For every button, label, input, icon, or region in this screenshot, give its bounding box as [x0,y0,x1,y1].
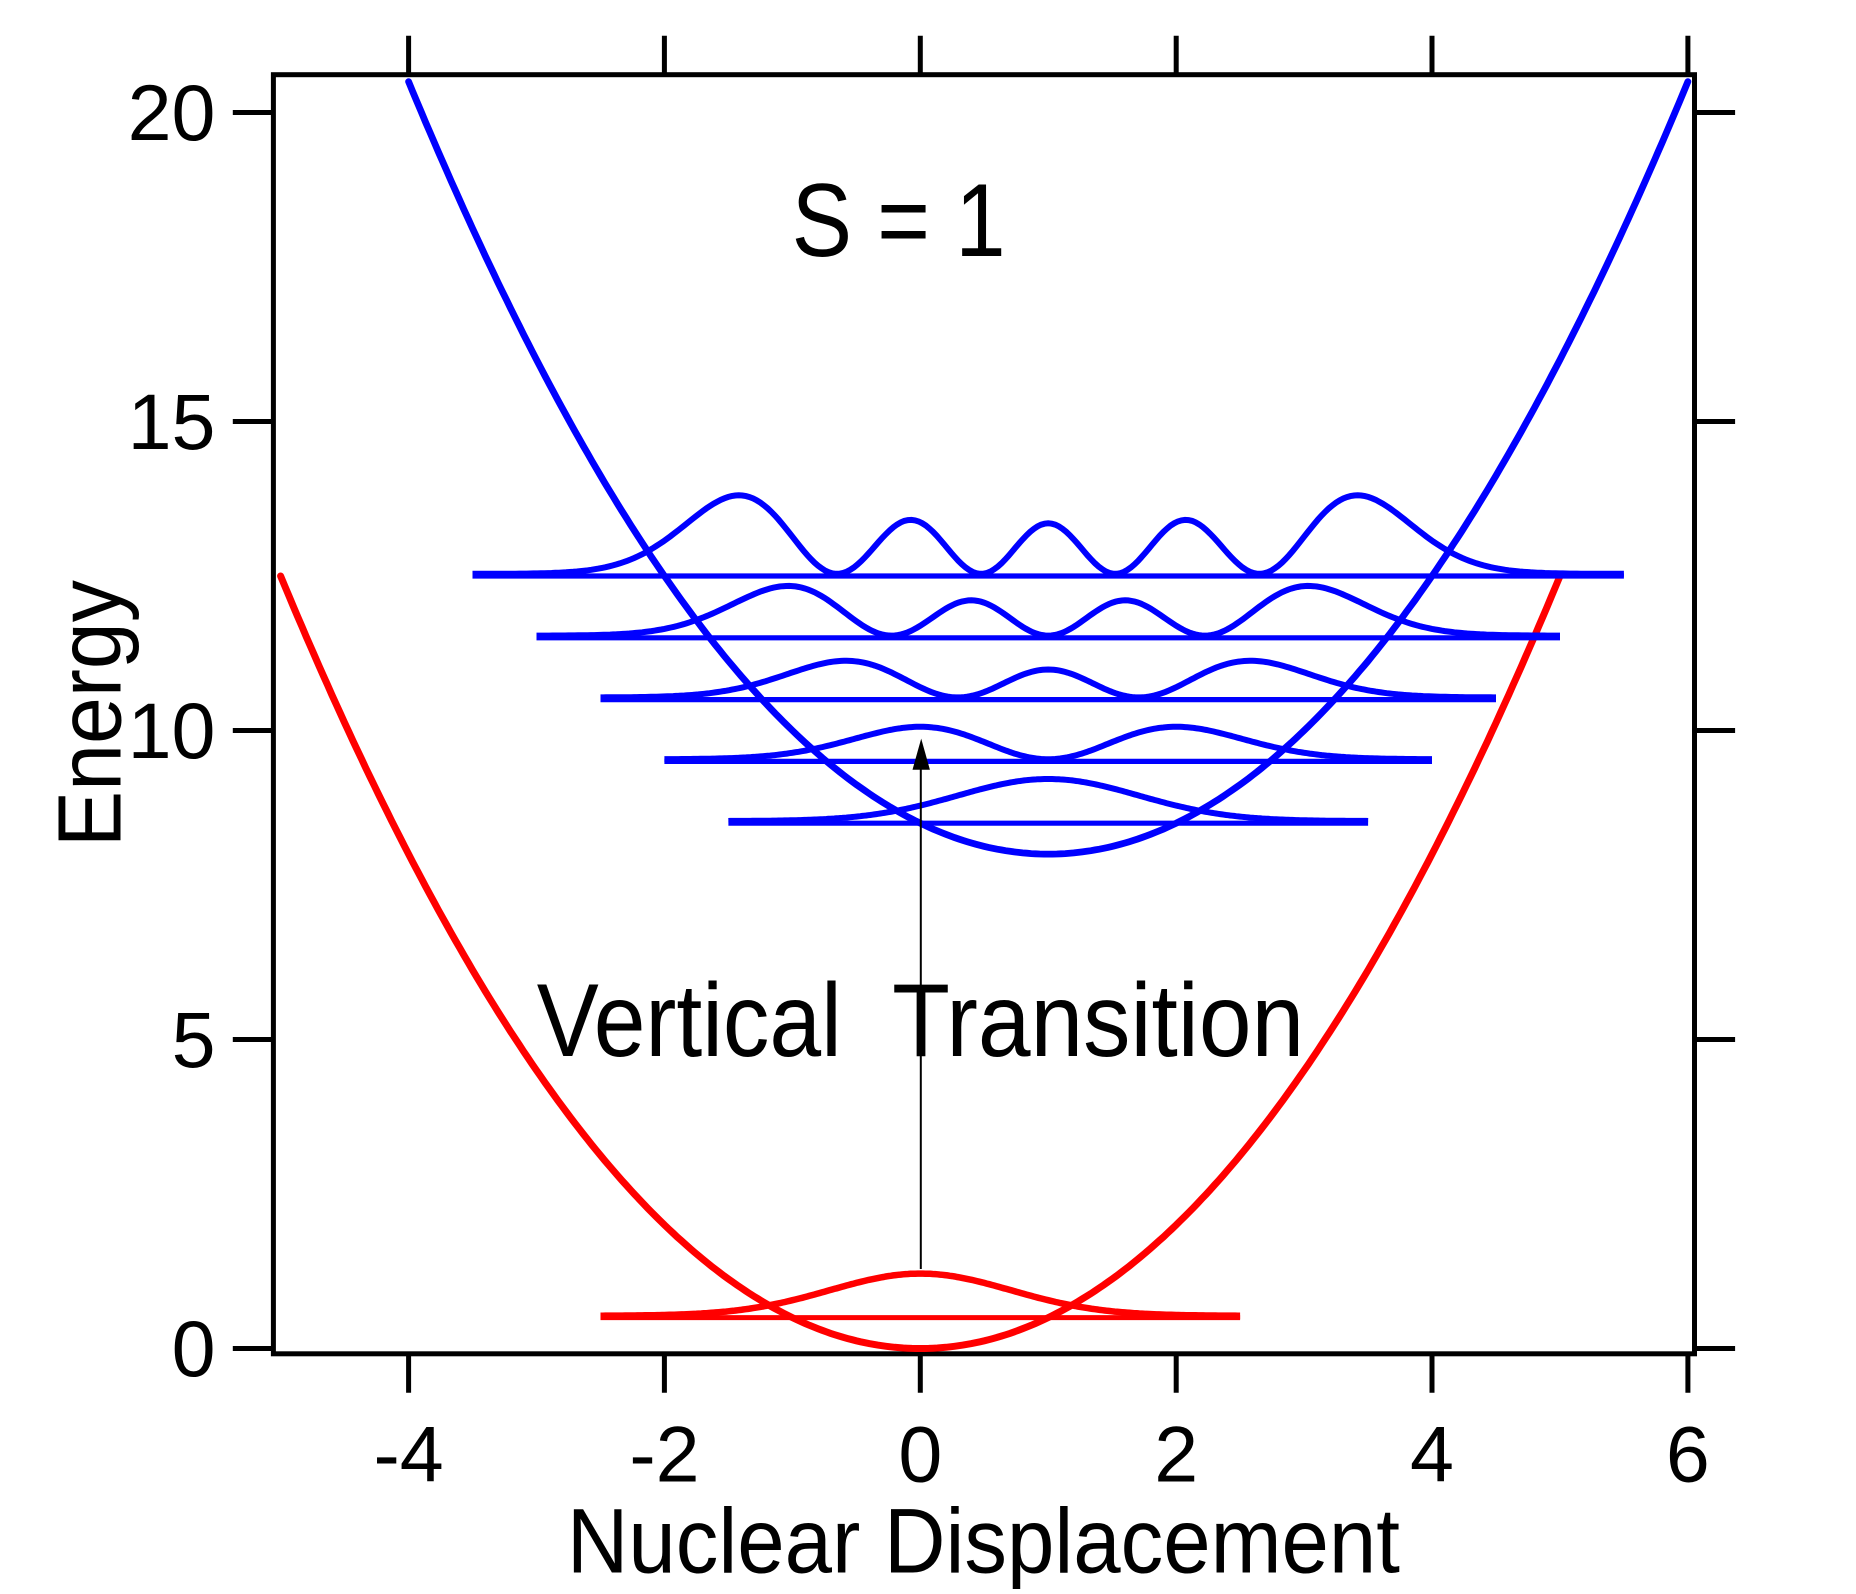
svg-text:4: 4 [1410,1410,1454,1499]
svg-text:10: 10 [128,686,216,775]
svg-text:Nuclear Displacement: Nuclear Displacement [567,1490,1400,1589]
svg-text:20: 20 [128,68,216,157]
svg-text:S = 1: S = 1 [792,163,1006,279]
svg-text:Transition: Transition [892,963,1304,1079]
svg-text:15: 15 [128,377,216,466]
svg-text:Energy: Energy [40,580,140,847]
svg-text:5: 5 [172,995,216,1084]
svg-text:Vertical: Vertical [537,963,842,1079]
svg-text:0: 0 [172,1304,216,1393]
svg-text:-2: -2 [629,1410,699,1499]
svg-text:-4: -4 [373,1410,443,1499]
svg-text:0: 0 [898,1410,942,1499]
svg-text:2: 2 [1154,1410,1198,1499]
svg-text:6: 6 [1666,1410,1710,1499]
